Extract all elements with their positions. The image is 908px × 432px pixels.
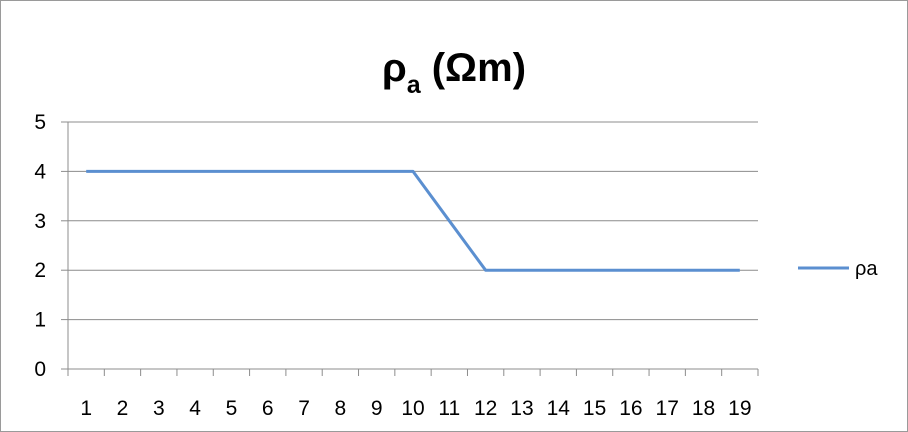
y-tick-label-0: 0 xyxy=(34,358,46,381)
y-tick-label-1: 1 xyxy=(34,309,46,332)
x-tick-label-6: 6 xyxy=(262,397,274,420)
x-tick-label-3: 3 xyxy=(153,397,165,420)
legend: ρa xyxy=(798,258,878,280)
y-tick-label-4: 4 xyxy=(34,160,46,183)
title-symbol: ρ xyxy=(382,46,407,90)
x-tick-label-8: 8 xyxy=(335,397,347,420)
x-tick-label-12: 12 xyxy=(474,397,497,420)
y-axis-tick-labels: 0 1 2 3 4 5 xyxy=(34,111,46,381)
x-tick-label-4: 4 xyxy=(189,397,201,420)
legend-label: ρa xyxy=(855,258,878,280)
y-tick-label-5: 5 xyxy=(34,111,46,134)
x-tick-label-9: 9 xyxy=(371,397,383,420)
x-tick-label-10: 10 xyxy=(401,397,424,420)
title-unit: (Ωm) xyxy=(421,46,526,90)
x-tick-label-2: 2 xyxy=(117,397,129,420)
axes xyxy=(61,121,759,376)
chart-title: ρa (Ωm) xyxy=(382,46,526,99)
x-axis-tick-labels: 1 2 3 4 5 6 7 8 9 10 11 12 13 14 15 16 17 18 19 xyxy=(80,397,751,420)
gridlines xyxy=(68,121,758,321)
x-tick-label-19: 19 xyxy=(728,397,751,420)
y-tick-label-2: 2 xyxy=(34,259,46,282)
title-subscript: a xyxy=(407,71,422,99)
x-tick-label-16: 16 xyxy=(619,397,642,420)
series-lines xyxy=(86,169,740,272)
x-tick-label-5: 5 xyxy=(226,397,238,420)
y-tick-label-3: 3 xyxy=(34,210,46,233)
x-tick-label-14: 14 xyxy=(547,397,571,420)
x-tick-label-11: 11 xyxy=(438,397,460,420)
x-tick-label-13: 13 xyxy=(510,397,533,420)
x-tick-label-18: 18 xyxy=(692,397,715,420)
x-tick-label-17: 17 xyxy=(656,397,679,420)
x-tick-label-15: 15 xyxy=(583,397,606,420)
x-tick-label-7: 7 xyxy=(298,397,310,420)
x-tick-label-1: 1 xyxy=(80,397,92,420)
